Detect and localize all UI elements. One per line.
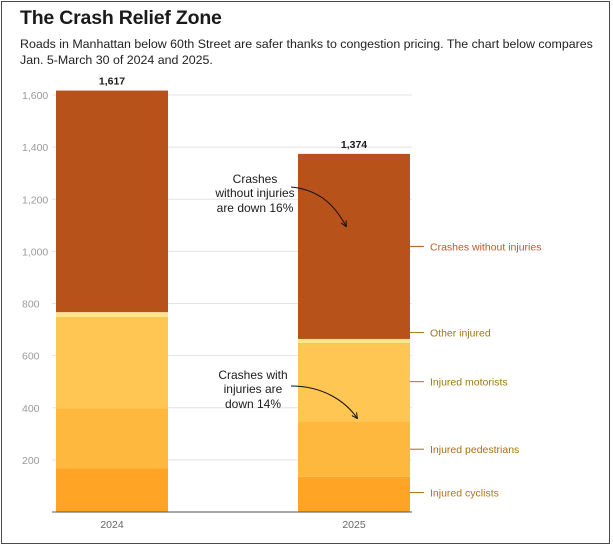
bar-segment — [298, 342, 410, 422]
chart-subtitle: Roads in Manhattan below 60th Street are… — [20, 37, 593, 67]
legend-label: Injured motorists — [430, 377, 508, 389]
y-tick-label: 1,600 — [22, 90, 48, 102]
bar-segment — [56, 312, 168, 317]
y-tick-label: 400 — [22, 403, 40, 415]
legend-label: Injured pedestrians — [430, 444, 519, 456]
y-tick-label: 1,400 — [22, 142, 48, 154]
annotation-arrow — [290, 186, 346, 226]
annotation-arrow — [290, 385, 357, 418]
bar-total-label: 1,617 — [99, 76, 125, 88]
annotation-text: injuries are — [224, 382, 283, 396]
legend-label: Crashes without injuries — [430, 241, 541, 253]
chart-title: The Crash Relief Zone — [20, 7, 222, 29]
y-tick-label: 600 — [22, 351, 40, 363]
bar-segment — [56, 408, 168, 469]
annotation-text: are down 16% — [217, 201, 294, 215]
bar-segment — [298, 338, 410, 343]
bar-total-label: 1,374 — [341, 139, 367, 151]
annotation-text: Crashes with — [218, 368, 287, 382]
y-tick-label: 200 — [22, 455, 40, 467]
y-tick-label: 1,200 — [22, 194, 48, 206]
legend-label: Injured cyclists — [430, 488, 499, 500]
legend-label: Other injured — [430, 328, 491, 340]
annotation-text: Crashes — [233, 172, 278, 186]
bar-segment — [56, 90, 168, 313]
y-tick-label: 800 — [22, 299, 40, 311]
annotation-text: down 14% — [225, 397, 281, 411]
bar-segment — [298, 153, 410, 339]
bar-segment — [298, 476, 410, 512]
x-tick-label: 2025 — [342, 519, 366, 531]
y-tick-label: 1,000 — [22, 246, 48, 258]
x-tick-label: 2024 — [100, 519, 124, 531]
bar-segment — [56, 316, 168, 409]
bar-segment — [298, 421, 410, 477]
annotation-text: without injuries — [214, 186, 294, 200]
bar-segment — [56, 468, 168, 512]
